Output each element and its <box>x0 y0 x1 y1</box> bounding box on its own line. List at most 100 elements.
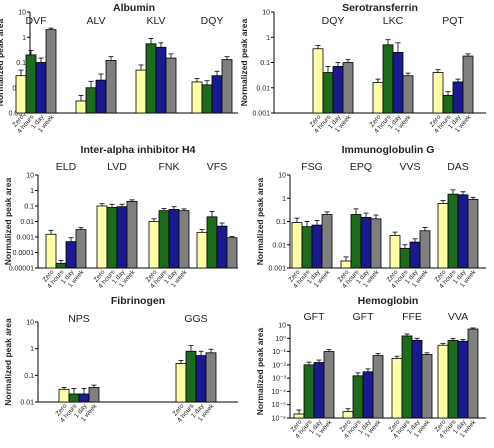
bar <box>447 193 459 269</box>
y-tick-label: 10 <box>26 320 34 327</box>
bar <box>65 241 77 269</box>
bar <box>168 209 180 269</box>
group-label: VFS <box>207 161 227 173</box>
panel-inter-alpha: Inter-alpha inhibitor H4 10 1 0.1 0.01 0.001 0… <box>3 144 238 290</box>
y-tick-label: 0.1 <box>260 60 270 67</box>
bar <box>158 210 170 269</box>
bar <box>45 29 57 114</box>
y-tick-label: 0.001 <box>268 266 286 273</box>
bar <box>293 413 305 419</box>
bar <box>399 247 411 269</box>
panel-title: Albumin <box>113 2 155 14</box>
y-tick-label: 10⁻³ <box>272 376 286 383</box>
y-tick-label: 10 <box>26 173 34 180</box>
bar <box>291 222 303 269</box>
group-label: VVS <box>399 161 420 173</box>
y-tick-label: 0.0001 <box>13 250 35 257</box>
bar <box>68 393 80 403</box>
bar <box>201 84 213 114</box>
bar <box>432 72 444 114</box>
bar <box>462 55 474 114</box>
panel-title: Hemoglobin <box>358 295 419 307</box>
bar <box>175 363 187 403</box>
bar <box>391 358 403 419</box>
bar <box>350 214 362 269</box>
panel-hemoglobin: Hemoglobin 10 10⁰ 10⁻¹ 10⁻² 10⁻³ 10⁻⁴ 10⁻⁵ 10⁻⁶ N… <box>255 295 486 440</box>
bar <box>437 203 449 269</box>
y-axis-label: Normalized peak area <box>255 328 265 416</box>
y-tick-label: 10⁻¹ <box>272 349 286 356</box>
group-label: FNK <box>159 161 180 173</box>
bar <box>195 355 207 403</box>
y-tick-label: 0.1 <box>24 373 34 380</box>
group-label: DQY <box>201 15 224 27</box>
group-label: VVA <box>448 311 468 323</box>
bar <box>389 235 401 269</box>
y-tick-label: 10 <box>278 173 286 180</box>
panel-immunoglobulin-g: Immunoglobulin G 10 1 0.1 0.01 0.001Normalize… <box>255 144 486 290</box>
bar <box>206 216 218 269</box>
bar <box>342 411 354 419</box>
bar <box>332 66 344 114</box>
bar <box>322 72 334 114</box>
bar <box>95 79 107 114</box>
bar <box>312 48 324 114</box>
y-tick-label: 1 <box>30 346 34 353</box>
bar <box>216 225 228 269</box>
panel-title: Immunoglobulin G <box>342 144 435 156</box>
bar <box>442 94 454 114</box>
bar <box>419 230 431 269</box>
bar <box>191 81 203 114</box>
panel-title: Serotransferrin <box>342 2 418 14</box>
bar <box>75 100 87 114</box>
bar <box>362 371 374 419</box>
bar <box>226 237 238 269</box>
bar <box>457 194 469 269</box>
bar <box>88 387 100 403</box>
bar <box>372 355 384 419</box>
y-tick-label: 10⁻⁶ <box>272 416 286 423</box>
group-label: FSG <box>301 161 323 173</box>
bar <box>392 52 404 114</box>
y-axis-label: Normalized peak area <box>3 178 13 266</box>
group-label: LKC <box>383 15 404 27</box>
bar <box>221 59 233 114</box>
y-tick-label: 0.01 <box>20 219 34 226</box>
panel-title: Inter-alpha inhibitor H4 <box>81 144 196 156</box>
bar <box>178 210 190 269</box>
bar <box>196 231 208 269</box>
y-tick-label: 0.1 <box>276 219 286 226</box>
group-label: FFE <box>402 311 422 323</box>
y-tick-label: 0.01 <box>20 400 34 407</box>
y-tick-label: 10 <box>278 323 286 330</box>
bar <box>165 57 177 114</box>
panel-title: Fibrinogen <box>111 295 165 307</box>
group-label: DVF <box>26 15 47 27</box>
bar <box>35 62 47 114</box>
bar <box>126 200 138 269</box>
group-label: DAS <box>447 161 469 173</box>
bar <box>211 75 223 114</box>
group-label: ELD <box>56 161 77 173</box>
group-label: PQT <box>442 15 464 27</box>
bar <box>411 339 423 419</box>
panel-fibrinogen: Fibrinogen 10 1 0.1 0.01 Normalized peak area… <box>3 295 238 424</box>
bar <box>382 44 394 114</box>
group-label: NPS <box>68 313 90 325</box>
y-tick-label: 0.01 <box>272 242 286 249</box>
bar <box>45 233 57 269</box>
bar <box>323 351 335 419</box>
y-tick-label: 10⁻² <box>272 362 286 369</box>
bar <box>58 388 70 403</box>
y-tick-label: 0.1 <box>16 60 26 67</box>
group-label: KLV <box>146 15 165 27</box>
bar <box>402 75 414 114</box>
y-tick-label: 1 <box>282 196 286 203</box>
bar <box>185 350 197 403</box>
group-label: ALV <box>86 15 105 27</box>
y-axis-label: Normalized peak area <box>3 318 13 406</box>
bar <box>25 54 37 114</box>
bar <box>452 81 464 114</box>
